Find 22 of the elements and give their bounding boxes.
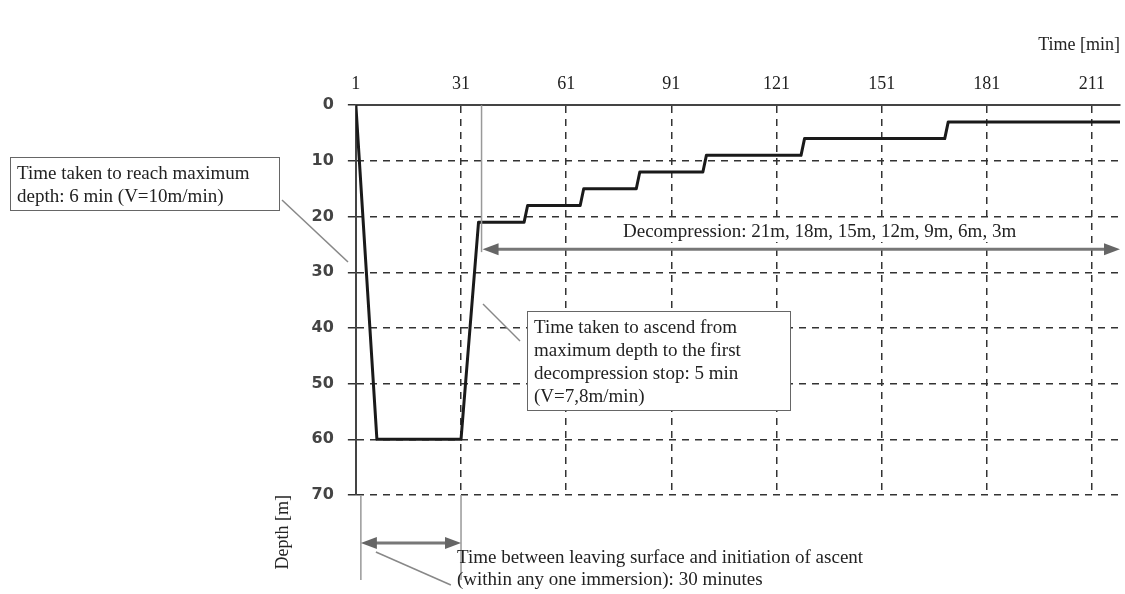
text: Time taken to reach maximum depth: 6 min (V=10m/min): [10, 157, 280, 211]
text: Time between leaving surface and initiation of ascent (within any one immersion): 30 minutes: [457, 546, 865, 590]
y-tick-label: 0: [322, 94, 334, 114]
x-tick-label: 121: [762, 73, 790, 94]
annotation: Decompression: 21m, 18m, 15m, 12m, 9m, 6m, 3m: [620, 219, 1020, 242]
y-tick-label: 70: [311, 484, 334, 504]
y-tick-label: 20: [311, 205, 334, 225]
x-tick-label: 211: [1078, 73, 1106, 94]
y-tick-label: 10: [311, 150, 334, 170]
y-tick-label: 30: [311, 261, 334, 281]
x-tick-label: 1: [351, 73, 361, 94]
annotation: Time taken to ascend from maximum depth to the first decompression stop: 5 min (V=7,8m/min): [527, 311, 791, 411]
y-axis-title: Depth [m]: [271, 495, 292, 570]
y-tick-label: 60: [311, 428, 334, 448]
x-tick-label: 61: [557, 73, 576, 94]
x-tick-label: 181: [973, 73, 1001, 94]
x-axis-title: Time [min]: [1038, 33, 1120, 54]
y-tick-label: 40: [311, 317, 334, 337]
x-tick-label: 91: [662, 73, 681, 94]
x-tick-label: 151: [868, 73, 896, 94]
x-tick-label: 31: [452, 73, 471, 94]
y-tick-label: 50: [311, 372, 334, 392]
